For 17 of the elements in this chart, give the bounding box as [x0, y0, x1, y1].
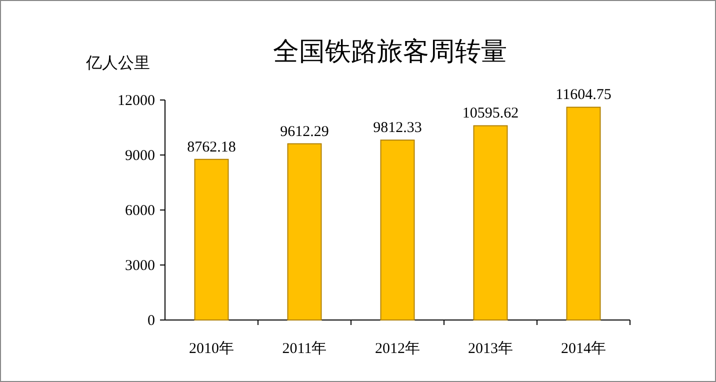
title: 全国铁路旅客周转量	[273, 37, 507, 67]
data-label: 10595.62	[462, 106, 519, 122]
y-tick-label: 9000	[125, 148, 155, 164]
y-tick-label: 3000	[125, 258, 155, 274]
data-label: 9812.33	[373, 120, 422, 136]
ylabel: 亿人公里	[86, 53, 150, 72]
x-tick-label: 2012年	[375, 340, 420, 357]
y-tick-label: 6000	[125, 203, 155, 219]
x-tick-label: 2013年	[468, 340, 513, 357]
y-tick-label: 0	[148, 313, 155, 329]
data-label: 9612.29	[280, 124, 329, 140]
data-label: 8762.18	[187, 139, 236, 156]
x-tick-label: 2014年	[561, 340, 606, 357]
y-tick-label: 12000	[118, 93, 155, 109]
x-tick-label: 2010年	[189, 340, 234, 357]
data-label: 11604.75	[556, 87, 612, 104]
x-tick-label: 2011年	[282, 340, 327, 357]
